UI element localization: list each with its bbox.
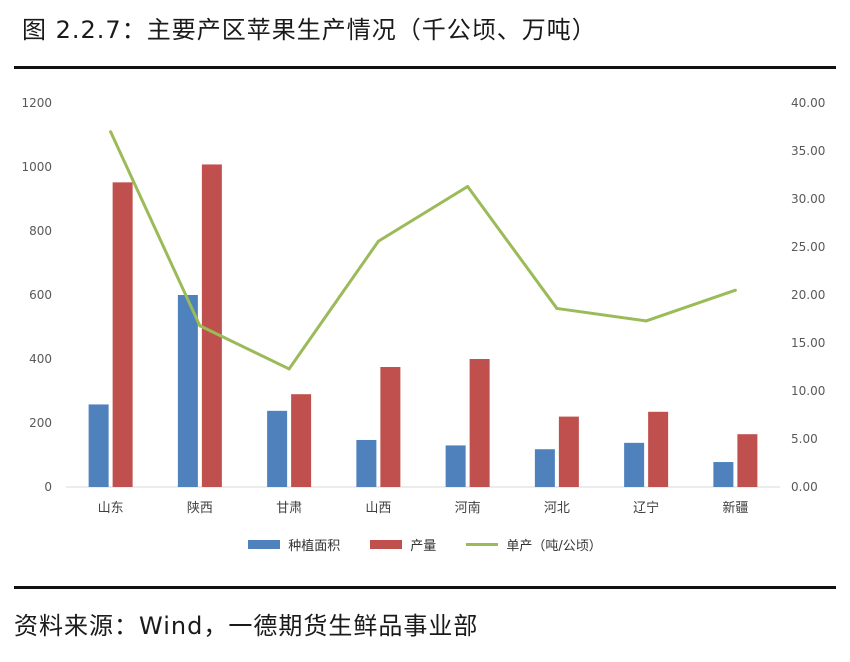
y-right-tick-label: 15.00 bbox=[791, 336, 825, 350]
point-yield bbox=[644, 319, 648, 323]
y-left-tick-label: 0 bbox=[44, 480, 52, 494]
point-yield bbox=[287, 367, 291, 371]
y-left-tick-label: 800 bbox=[29, 224, 52, 238]
bar-production bbox=[648, 411, 669, 487]
point-yield bbox=[466, 185, 470, 189]
legend-swatch-area bbox=[248, 539, 281, 549]
point-yield bbox=[109, 130, 113, 134]
bar-area bbox=[445, 445, 466, 487]
chart: 0 200 400 600 800 1000 1200 0.00 5.00 10.00 15.00 2… bbox=[21, 96, 825, 516]
x-tick-label: 甘肃 bbox=[276, 501, 302, 516]
legend-item-production: 产量 bbox=[370, 534, 436, 554]
y-left-tick-label: 1000 bbox=[21, 160, 52, 174]
y-right-tick-label: 20.00 bbox=[791, 288, 825, 302]
bar-production bbox=[112, 182, 133, 488]
legend-label-yield: 单产（吨/公顷） bbox=[506, 538, 602, 554]
x-tick-label: 山东 bbox=[98, 501, 124, 516]
y-right-tick-label: 40.00 bbox=[791, 96, 825, 110]
legend-item-area: 种植面积 bbox=[248, 534, 340, 554]
line-yield bbox=[109, 131, 736, 371]
bar-production bbox=[469, 359, 490, 487]
legend-item-yield: 单产（吨/公顷） bbox=[466, 534, 602, 554]
bar-production bbox=[380, 367, 401, 487]
y-right-tick-label: 5.00 bbox=[791, 432, 818, 446]
x-tick-label: 陕西 bbox=[187, 501, 213, 516]
point-yield bbox=[376, 239, 380, 243]
bar-area bbox=[177, 295, 198, 487]
bar-area bbox=[534, 449, 555, 487]
legend-swatch-production bbox=[370, 539, 403, 549]
x-tick-label: 山西 bbox=[365, 501, 391, 516]
bar-area bbox=[356, 439, 377, 487]
bar-production bbox=[291, 394, 312, 487]
bar-area bbox=[713, 462, 734, 487]
legend: 种植面积 产量 单产（吨/公顷） bbox=[0, 534, 850, 554]
y-right-tick-label: 0.00 bbox=[791, 480, 818, 494]
top-rule bbox=[14, 66, 836, 69]
x-tick-label: 新疆 bbox=[722, 500, 748, 516]
legend-label-production: 产量 bbox=[410, 538, 437, 554]
x-tick-label: 河南 bbox=[455, 500, 481, 516]
figure-title: 图 2.2.7：主要产区苹果生产情况（千公顷、万吨） bbox=[22, 16, 597, 44]
bar-area bbox=[624, 442, 645, 487]
bar-area bbox=[88, 404, 109, 487]
bottom-rule bbox=[14, 586, 836, 589]
legend-swatch-yield bbox=[466, 542, 499, 546]
x-tick-label: 河北 bbox=[544, 501, 570, 516]
bar-production bbox=[201, 164, 222, 487]
point-yield bbox=[555, 306, 559, 310]
point-yield bbox=[733, 288, 737, 292]
x-tick-label: 辽宁 bbox=[633, 500, 659, 516]
bar-production bbox=[737, 434, 758, 487]
y-left-tick-label: 600 bbox=[29, 288, 52, 302]
y-right-tick-label: 25.00 bbox=[791, 240, 825, 254]
y-right-tick-label: 35.00 bbox=[791, 144, 825, 158]
point-yield bbox=[198, 324, 202, 328]
y-left-tick-label: 400 bbox=[29, 352, 52, 366]
source-note: 资料来源：Wind，一德期货生鲜品事业部 bbox=[14, 612, 479, 640]
y-left-tick-label: 200 bbox=[29, 416, 52, 430]
y-left-tick-label: 1200 bbox=[21, 96, 52, 110]
legend-label-area: 种植面积 bbox=[288, 538, 341, 554]
bar-production bbox=[558, 416, 579, 487]
bar-area bbox=[267, 410, 288, 487]
y-right-tick-label: 10.00 bbox=[791, 384, 825, 398]
y-right-tick-label: 30.00 bbox=[791, 192, 825, 206]
